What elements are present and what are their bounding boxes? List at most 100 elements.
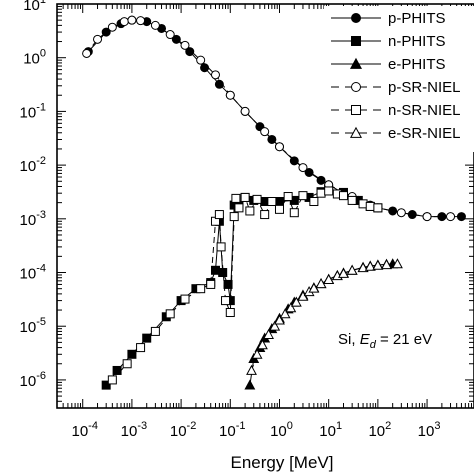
data-point-n-sr-niel: [196, 284, 206, 294]
series-n-phits: [101, 185, 383, 390]
data-point-p-phits: [316, 175, 326, 185]
data-point-n-sr-niel: [283, 192, 293, 202]
y-tick-label: 10-1: [20, 101, 46, 121]
data-point-p-sr-niel: [93, 34, 103, 44]
data-point-n-sr-niel: [240, 192, 250, 202]
data-point-n-sr-niel: [274, 204, 284, 214]
x-tick-label: 10-1: [219, 420, 245, 440]
data-point-n-sr-niel: [225, 308, 235, 318]
data-point-e-phits: [244, 379, 256, 390]
legend-marker-n-sr-niel: [351, 105, 361, 115]
legend: p-PHITS n-PHITS e-PHITS p-SR-NIEL n-SR-NIEL e…: [324, 6, 474, 152]
legend-marker-e-phits: [349, 57, 363, 69]
annotation-suffix: = 21 eV: [376, 331, 432, 348]
data-point-p-sr-niel: [136, 16, 146, 26]
data-point-e-sr-niel: [269, 320, 281, 331]
data-point-p-phits: [388, 206, 398, 216]
data-point-n-sr-niel: [214, 210, 224, 220]
data-point-p-sr-niel: [107, 22, 117, 32]
data-point-n-sr-niel: [229, 212, 239, 222]
data-point-n-phits: [112, 365, 122, 375]
data-point-n-sr-niel: [289, 208, 299, 218]
data-point-n-sr-niel: [309, 197, 319, 207]
legend-label-p-phits: p-PHITS: [388, 10, 446, 27]
data-point-n-sr-niel: [338, 191, 348, 201]
data-point-p-phits: [289, 156, 299, 166]
data-point-e-sr-niel: [381, 259, 392, 270]
data-point-n-sr-niel: [316, 188, 326, 198]
legend-label-e-phits: e-PHITS: [388, 56, 446, 73]
data-point-p-sr-niel: [225, 90, 235, 100]
data-point-n-sr-niel: [347, 195, 357, 205]
series-line-n-phits: [105, 189, 378, 386]
data-point-n-sr-niel: [231, 193, 241, 203]
legend-label-p-sr-niel: p-SR-NIEL: [388, 79, 461, 96]
annotation-symbol: E: [360, 331, 371, 348]
data-point-n-sr-niel: [267, 197, 277, 207]
y-tick-label: 100: [23, 48, 46, 68]
data-point-n-sr-niel: [206, 279, 216, 289]
legend-marker-e-sr-niel: [349, 126, 363, 138]
data-point-n-sr-niel: [373, 203, 383, 213]
data-point-p-phits: [214, 79, 224, 89]
material-annotation: Si, Ed = 21 eV: [338, 331, 432, 351]
data-point-p-sr-niel: [396, 208, 406, 218]
data-point-n-sr-niel: [324, 186, 334, 196]
data-point-n-sr-niel: [165, 309, 175, 319]
data-point-n-sr-niel: [245, 206, 255, 216]
data-point-e-sr-niel: [372, 259, 384, 270]
x-tick-label: 100: [270, 420, 293, 440]
data-point-n-sr-niel: [234, 203, 244, 213]
x-tick-label: 101: [319, 420, 342, 440]
data-point-n-sr-niel: [150, 326, 160, 336]
x-axis-label: Energy [MeV]: [231, 453, 334, 472]
data-point-p-sr-niel: [298, 163, 308, 173]
data-point-e-sr-niel: [364, 260, 376, 271]
data-point-e-sr-niel: [290, 296, 302, 307]
data-point-e-sr-niel: [274, 314, 285, 325]
series-line-n-sr-niel: [111, 190, 378, 381]
data-point-p-phits: [200, 63, 210, 73]
series-line-e-sr-niel: [251, 263, 398, 371]
data-point-n-phits: [274, 197, 284, 207]
legend-label-n-sr-niel: n-SR-NIEL: [388, 102, 461, 119]
y-tick-label: 10-6: [20, 370, 46, 390]
y-tick-label: 10-3: [20, 209, 46, 229]
data-point-p-sr-niel: [422, 212, 432, 222]
data-point-e-sr-niel: [246, 364, 257, 375]
data-point-n-sr-niel: [136, 343, 146, 353]
data-point-e-sr-niel: [392, 258, 403, 269]
y-tick-label: 10-2: [20, 155, 46, 175]
annotation-prefix: Si,: [338, 331, 360, 348]
legend-background: [324, 6, 474, 152]
plot-frame: [56, 3, 474, 409]
data-point-e-sr-niel: [315, 278, 327, 289]
y-tick-label: 10-5: [20, 316, 46, 336]
data-point-p-sr-niel: [446, 212, 456, 222]
axes: 10-4 10-3 10-2 10-1 100 101 102 103 101 100 10-1 10…: [20, 0, 474, 440]
data-point-n-sr-niel: [216, 242, 226, 252]
legend-label-e-sr-niel: e-SR-NIEL: [388, 125, 461, 142]
x-tick-label: 10-3: [121, 420, 147, 440]
data-point-n-sr-niel: [365, 201, 375, 211]
annotation-subscript: d: [370, 339, 377, 351]
data-point-n-phits: [101, 380, 111, 390]
data-point-p-sr-niel: [210, 70, 220, 80]
data-point-n-phits: [142, 333, 152, 343]
series-layer: [82, 15, 466, 390]
data-point-p-sr-niel: [274, 142, 284, 152]
x-tick-label: 103: [418, 420, 441, 440]
legend-marker-p-sr-niel: [351, 82, 361, 92]
data-point-p-sr-niel: [82, 48, 92, 58]
legend-label-n-phits: n-PHITS: [388, 33, 446, 50]
data-point-e-sr-niel: [357, 262, 369, 273]
data-point-p-sr-niel: [260, 127, 270, 137]
data-point-p-sr-niel: [196, 55, 206, 65]
data-point-p-sr-niel: [240, 106, 250, 116]
data-point-n-sr-niel: [260, 210, 270, 220]
data-point-p-sr-niel: [127, 15, 137, 25]
data-point-p-sr-niel: [119, 17, 129, 27]
data-point-n-phits: [127, 349, 137, 359]
data-point-e-sr-niel: [279, 308, 291, 319]
